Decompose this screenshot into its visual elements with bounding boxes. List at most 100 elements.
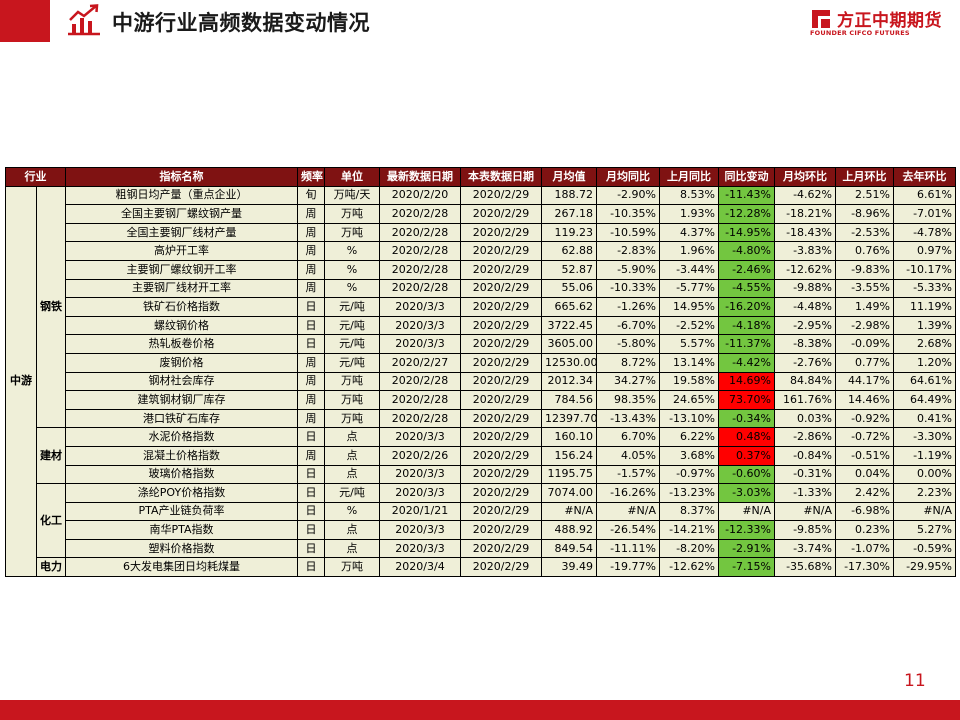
table-row: 全国主要钢厂螺纹钢产量周万吨 2020/2/28 2020/2/29 267.18 -1…	[6, 204, 956, 224]
prev-month-mom-cell: -9.83%	[835, 259, 894, 280]
prev-month-mom-cell: -6.98%	[835, 501, 894, 522]
indicator-name-cell: 港口铁矿石库存	[65, 408, 298, 429]
table-date-cell: 2020/2/29	[460, 297, 542, 317]
table-row: 中游 钢铁 粗钢日均产量（重点企业）旬万吨/天 2020/2/20 2020/2/29 1…	[5, 185, 956, 578]
monthly-mom-cell: -9.88%	[774, 278, 836, 299]
indicator-name-cell: 钢材社会库存	[65, 371, 298, 392]
frequency-cell: 日	[297, 538, 325, 559]
prev-month-yoy-cell: -13.23%	[659, 483, 719, 503]
monthly-avg-cell: 267.18	[541, 204, 597, 224]
table-row: 主要钢厂螺纹钢开工率周% 2020/2/28 2020/2/29 52.87 -5.90…	[6, 259, 956, 280]
yoy-change-cell: -3.03%	[718, 483, 775, 503]
monthly-yoy-cell: -2.90%	[596, 185, 660, 206]
indicator-name-cell: 建筑钢材钢厂库存	[65, 390, 298, 410]
monthly-mom-cell: -3.83%	[774, 241, 836, 261]
table-row: 全国主要钢厂线材产量周万吨 2020/2/28 2020/2/29 119.23 -10…	[6, 222, 956, 243]
monthly-yoy-cell: 6.70%	[596, 427, 660, 447]
table-date-cell: 2020/2/29	[460, 278, 542, 299]
table-row: 高炉开工率周% 2020/2/28 2020/2/29 62.88 -2.83% 1.96…	[6, 241, 956, 261]
table-row: 废钢价格周元/吨 2020/2/27 2020/2/29 12530.00 8.72% 1…	[6, 352, 956, 373]
unit-cell: 元/吨	[324, 297, 380, 317]
column-header: 指标名称	[65, 167, 298, 187]
table-date-cell: 2020/2/29	[460, 483, 542, 503]
unit-cell: %	[324, 278, 380, 299]
monthly-yoy-cell: -10.35%	[596, 204, 660, 224]
monthly-yoy-cell: 8.72%	[596, 352, 660, 373]
table-date-cell: 2020/2/29	[460, 185, 542, 206]
last-year-mom-cell: #N/A	[893, 501, 956, 522]
indicator-table: 行业 指标名称 频率 单位 最新数据日期 本表数据日期 月均值 月均同比 上月同比 同比变动 月均环…	[5, 167, 956, 578]
latest-date-cell: 2020/1/21	[379, 501, 461, 522]
indicator-name-cell: 铁矿石价格指数	[65, 297, 298, 317]
latest-date-cell: 2020/2/20	[379, 185, 461, 206]
monthly-mom-cell: -12.62%	[774, 259, 836, 280]
latest-date-cell: 2020/2/28	[379, 371, 461, 392]
last-year-mom-cell: 6.61%	[893, 185, 956, 206]
column-header: 月均环比	[774, 167, 836, 187]
table-date-cell: 2020/2/29	[460, 315, 542, 336]
page-title: 中游行业高频数据变动情况	[112, 11, 370, 35]
prev-month-yoy-cell: -13.10%	[659, 408, 719, 429]
table-row: 建材 水泥价格指数日点 2020/3/3 2020/2/29 160.10 6.70% 6.…	[6, 427, 956, 485]
prev-month-mom-cell: 0.23%	[835, 520, 894, 540]
last-year-mom-cell: -10.17%	[893, 259, 956, 280]
frequency-cell: 日	[297, 557, 325, 578]
monthly-yoy-cell: 34.27%	[596, 371, 660, 392]
table-date-cell: 2020/2/29	[460, 259, 542, 280]
latest-date-cell: 2020/3/3	[379, 427, 461, 447]
unit-cell: 点	[324, 520, 380, 540]
unit-cell: 元/吨	[324, 352, 380, 373]
monthly-avg-cell: 7074.00	[541, 483, 597, 503]
latest-date-cell: 2020/2/28	[379, 408, 461, 429]
monthly-mom-cell: -9.85%	[774, 520, 836, 540]
table-date-cell: 2020/2/29	[460, 390, 542, 410]
unit-cell: 万吨	[324, 408, 380, 429]
monthly-avg-cell: 3722.45	[541, 315, 597, 336]
table-date-cell: 2020/2/29	[460, 557, 542, 578]
yoy-change-cell: -0.34%	[718, 408, 775, 429]
last-year-mom-cell: -0.59%	[893, 538, 956, 559]
unit-cell: 点	[324, 464, 380, 485]
monthly-mom-cell: 0.03%	[774, 408, 836, 429]
yoy-change-cell: -12.33%	[718, 520, 775, 540]
yoy-change-cell: -2.91%	[718, 538, 775, 559]
page-number: 11	[904, 671, 926, 691]
prev-month-yoy-cell: -8.20%	[659, 538, 719, 559]
monthly-mom-cell: -4.48%	[774, 297, 836, 317]
table-date-cell: 2020/2/29	[460, 371, 542, 392]
indicator-name-cell: 热轧板卷价格	[65, 334, 298, 354]
indicator-name-cell: 涤纶POY价格指数	[65, 483, 298, 503]
table-date-cell: 2020/2/29	[460, 222, 542, 243]
sub-industry-cell: 钢铁	[36, 185, 66, 429]
last-year-mom-cell: 1.20%	[893, 352, 956, 373]
yoy-change-cell: -4.42%	[718, 352, 775, 373]
indicator-name-cell: 6大发电集团日均耗煤量	[65, 557, 298, 578]
frequency-cell: 日	[297, 334, 325, 354]
frequency-cell: 周	[297, 408, 325, 429]
last-year-mom-cell: 2.23%	[893, 483, 956, 503]
table-row: 热轧板卷价格日元/吨 2020/3/3 2020/2/29 3605.00 -5.80%…	[6, 334, 956, 354]
monthly-yoy-cell: -2.83%	[596, 241, 660, 261]
prev-month-yoy-cell: 3.68%	[659, 445, 719, 466]
yoy-change-cell: -14.95%	[718, 222, 775, 243]
table-date-cell: 2020/2/29	[460, 352, 542, 373]
unit-cell: 点	[324, 427, 380, 447]
column-header: 月均值	[541, 167, 597, 187]
monthly-avg-cell: 12397.70	[541, 408, 597, 429]
last-year-mom-cell: -5.33%	[893, 278, 956, 299]
prev-month-yoy-cell: 1.93%	[659, 204, 719, 224]
frequency-cell: 日	[297, 464, 325, 485]
column-header: 同比变动	[718, 167, 775, 187]
prev-month-yoy-cell: -2.52%	[659, 315, 719, 336]
yoy-change-cell: 0.48%	[718, 427, 775, 447]
unit-cell: %	[324, 241, 380, 261]
indicator-name-cell: 塑料价格指数	[65, 538, 298, 559]
frequency-cell: 周	[297, 222, 325, 243]
monthly-avg-cell: 62.88	[541, 241, 597, 261]
monthly-mom-cell: -18.21%	[774, 204, 836, 224]
latest-date-cell: 2020/3/3	[379, 315, 461, 336]
column-header: 单位	[324, 167, 380, 187]
yoy-change-cell: -0.60%	[718, 464, 775, 485]
yoy-change-cell: -4.80%	[718, 241, 775, 261]
yoy-change-cell: -2.46%	[718, 259, 775, 280]
